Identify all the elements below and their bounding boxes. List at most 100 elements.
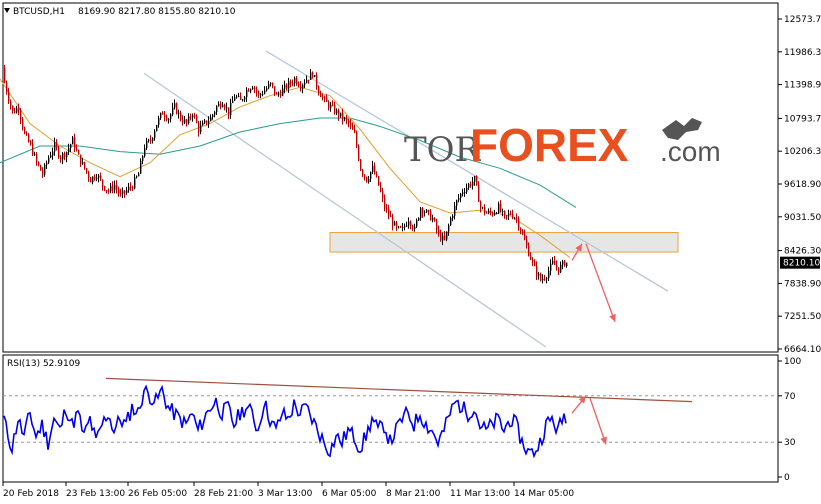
candle-body: [314, 75, 316, 78]
candle-body: [54, 142, 56, 152]
candle-body: [56, 142, 58, 148]
price-tick-label: 6664.10: [784, 345, 821, 355]
candle-body: [404, 226, 406, 228]
candle-body: [466, 187, 468, 192]
candle-body: [82, 161, 84, 165]
candle-body: [70, 144, 72, 149]
candle-body: [142, 156, 144, 161]
bull-logo-icon: [662, 118, 702, 140]
candle-body: [450, 218, 452, 226]
time-tick-label: 28 Feb 21:00: [194, 489, 253, 499]
candle-body: [134, 177, 136, 189]
candle-body: [556, 265, 558, 268]
candle-body: [176, 103, 178, 114]
candle-body: [78, 150, 80, 155]
candle-body: [108, 190, 110, 192]
candle-body: [342, 112, 344, 120]
candle-body: [112, 185, 114, 190]
candle-body: [166, 117, 168, 120]
candle-body: [394, 222, 396, 226]
candle-body: [482, 207, 484, 209]
candle-body: [194, 115, 196, 117]
candle-body: [164, 114, 166, 118]
time-tick-label: 11 Mar 13:00: [450, 489, 510, 499]
candle-body: [64, 153, 66, 158]
candle-body: [114, 185, 116, 190]
candle-body: [496, 212, 498, 214]
candle-body: [252, 87, 254, 90]
candle-body: [210, 117, 212, 122]
candle-body: [542, 278, 544, 281]
candle-body: [172, 107, 174, 115]
price-tick-label: 12573.70: [784, 15, 821, 25]
candle-body: [490, 210, 492, 213]
candle-body: [212, 114, 214, 118]
candle-body: [72, 137, 74, 145]
candle-body: [278, 93, 280, 95]
candle-body: [562, 261, 564, 265]
candle-body: [122, 190, 124, 194]
candle-body: [96, 177, 98, 179]
candle-body: [140, 160, 142, 174]
candle-body: [464, 191, 466, 193]
candle-body: [492, 212, 494, 216]
candle-body: [214, 112, 216, 115]
price-tick-label: 10206.30: [784, 147, 821, 157]
price-arrow-up-head: [575, 243, 582, 252]
rsi-tick-label: 100: [784, 357, 801, 367]
rsi-tick-label: 0: [784, 473, 790, 483]
candle-body: [382, 191, 384, 198]
rsi-arrow-down-shaft: [589, 397, 607, 445]
candle-body: [330, 104, 332, 108]
candle-body: [18, 108, 20, 111]
candle-body: [510, 213, 512, 215]
rsi-arrow-up-head: [578, 395, 586, 404]
candle-body: [232, 100, 234, 104]
price-tick-label: 10793.70: [784, 114, 821, 124]
symbol-label: BTCUSD,H1: [13, 7, 65, 17]
candle-body: [240, 95, 242, 100]
candle-body: [508, 213, 510, 216]
candle-body: [522, 231, 524, 235]
candle-body: [338, 110, 340, 117]
candle-body: [44, 164, 46, 175]
candle-body: [406, 225, 408, 227]
candle-body: [32, 143, 34, 155]
candle-body: [14, 111, 16, 113]
candle-body: [504, 211, 506, 216]
candle-body: [192, 115, 194, 118]
candle-body: [340, 112, 342, 117]
candle-body: [518, 218, 520, 228]
candle-body: [266, 88, 268, 91]
candle-body: [290, 81, 292, 84]
dropdown-triangle-icon[interactable]: [4, 8, 10, 13]
candle-body: [352, 125, 354, 130]
candle-body: [544, 278, 546, 280]
candle-body: [306, 79, 308, 83]
candle-body: [422, 208, 424, 214]
candle-body: [346, 117, 348, 121]
candle-body: [236, 96, 238, 98]
candle-body: [460, 193, 462, 199]
candle-body: [276, 93, 278, 95]
watermark-domain: .com: [660, 136, 721, 167]
candle-body: [374, 165, 376, 174]
candle-body: [204, 120, 206, 123]
candle-body: [110, 185, 112, 192]
rsi-trend-line: [105, 377, 693, 403]
candle-body: [256, 88, 258, 93]
candle-body: [418, 217, 420, 221]
rsi-line: [3, 384, 567, 459]
candle-body: [390, 215, 392, 217]
candle-body: [40, 165, 42, 171]
candle-body: [476, 176, 478, 186]
candle-body: [566, 262, 568, 267]
time-tick-label: 26 Feb 05:00: [128, 489, 187, 499]
candle-body: [434, 217, 436, 221]
candle-body: [132, 187, 134, 189]
rsi-label: RSI(13) 52.9109: [7, 359, 80, 369]
candle-body: [554, 260, 556, 266]
candle-body: [368, 178, 370, 182]
candle-body: [226, 107, 228, 109]
